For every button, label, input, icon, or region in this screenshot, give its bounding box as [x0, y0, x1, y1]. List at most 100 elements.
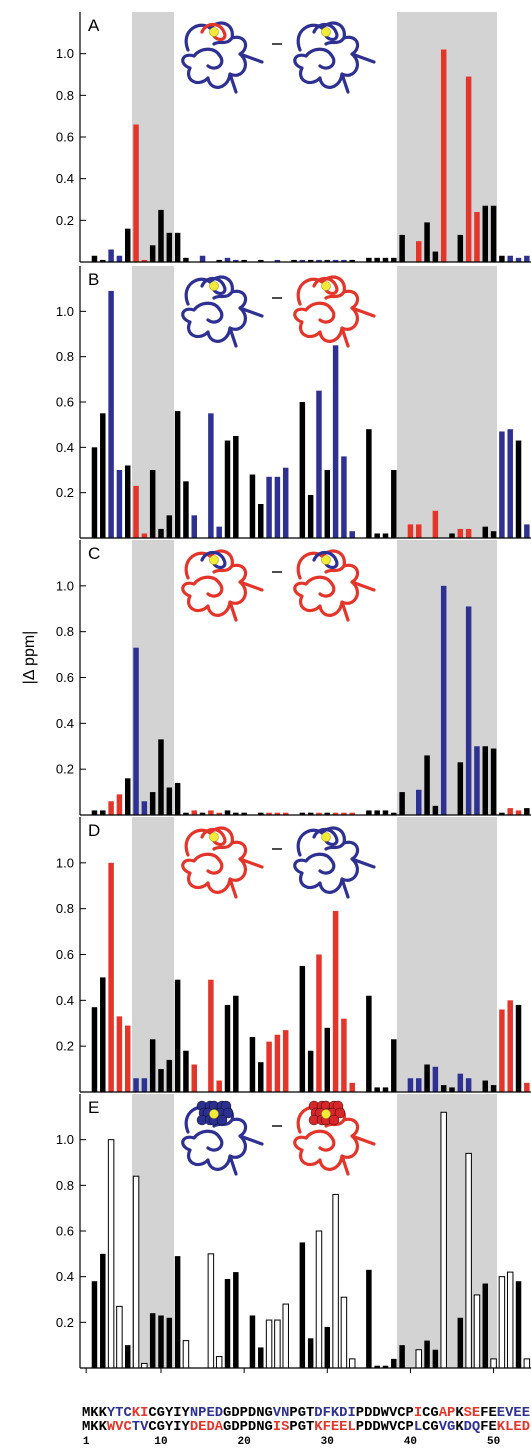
bar — [348, 1358, 356, 1369]
bar — [374, 257, 380, 262]
bar — [108, 801, 114, 815]
shaded-region — [397, 817, 497, 1092]
bar — [490, 205, 497, 262]
bar — [382, 810, 389, 815]
bar — [282, 467, 289, 538]
bar — [507, 808, 513, 815]
sequence-segment: WVC — [107, 1419, 132, 1435]
bar — [482, 205, 489, 262]
bar — [191, 515, 197, 538]
bar — [473, 1294, 481, 1369]
bar — [149, 1313, 156, 1368]
bar — [482, 1283, 489, 1368]
bar — [149, 245, 156, 262]
metal-ion — [321, 555, 331, 565]
bar — [141, 1078, 148, 1092]
bar — [183, 481, 189, 538]
metal-ion — [321, 832, 331, 842]
bar — [424, 1064, 430, 1092]
bar — [249, 1315, 256, 1368]
bar — [399, 792, 405, 815]
bar — [174, 411, 181, 538]
bar — [307, 1050, 314, 1092]
bar — [366, 810, 372, 815]
bar — [432, 1349, 439, 1368]
bar — [233, 436, 239, 538]
bar — [524, 524, 530, 538]
x-tick-label: 40 — [404, 1436, 417, 1448]
bar — [133, 1078, 139, 1092]
bar — [332, 345, 339, 538]
bar — [141, 801, 148, 815]
bar — [266, 812, 272, 815]
bar — [299, 402, 306, 538]
bar — [100, 413, 106, 538]
bar — [174, 782, 181, 815]
bar — [349, 812, 355, 815]
bar — [465, 1078, 472, 1092]
bar — [307, 1338, 314, 1368]
bar — [424, 755, 430, 815]
ribbon — [181, 549, 264, 622]
y-tick-label: 0.6 — [56, 947, 74, 962]
bar — [183, 1050, 189, 1092]
bar — [241, 812, 247, 815]
bar — [506, 1271, 514, 1369]
bar — [124, 1345, 131, 1368]
bar — [207, 1253, 215, 1369]
bar — [199, 812, 206, 815]
sequence-segment: YTC — [107, 1405, 132, 1421]
bar — [457, 762, 464, 815]
structures — [181, 21, 376, 1176]
bar — [440, 585, 447, 815]
bar — [166, 232, 173, 262]
sequence-segment: KI — [132, 1405, 149, 1421]
bar — [282, 1030, 289, 1092]
bar — [100, 1253, 106, 1368]
bar — [515, 1004, 522, 1092]
structure — [181, 826, 264, 899]
y-tick-label: 0.8 — [56, 349, 74, 364]
bar — [415, 1349, 422, 1369]
bar — [515, 810, 522, 815]
bar — [132, 1175, 140, 1369]
x-tick-label: 50 — [487, 1436, 500, 1448]
bar — [216, 259, 222, 262]
bar — [482, 746, 489, 815]
bar — [449, 1087, 455, 1092]
panel: 0.2 0.4 0.6 0.8 1.0 A — [56, 12, 531, 263]
bar — [341, 812, 347, 815]
bar — [133, 124, 139, 262]
ribbon — [293, 21, 376, 94]
sequence-segment: PDDWVCP — [356, 1419, 414, 1435]
bar — [366, 1269, 372, 1368]
bar — [116, 1016, 123, 1092]
bar — [490, 1085, 497, 1092]
bar — [265, 1319, 273, 1369]
sequence-segment: CGYIY — [148, 1419, 190, 1435]
bar — [274, 812, 281, 815]
y-tick-label: 0.4 — [56, 1269, 74, 1284]
bar — [316, 259, 322, 262]
sequence-segment: PDDWVCP — [356, 1405, 414, 1421]
panel-label: A — [88, 16, 100, 35]
bar — [341, 456, 347, 538]
bar — [440, 49, 447, 262]
atom — [216, 1114, 228, 1126]
bar — [457, 234, 464, 262]
bar — [166, 1059, 173, 1092]
bar — [91, 447, 98, 538]
sequence-segment: SE — [464, 1405, 481, 1421]
bar — [416, 789, 422, 815]
bar — [316, 812, 322, 815]
x-tick-label: 20 — [238, 1436, 251, 1448]
bar — [258, 1347, 264, 1368]
bar — [107, 1139, 115, 1369]
bar — [382, 257, 389, 262]
atom — [328, 1114, 340, 1126]
bar — [490, 531, 497, 538]
bar — [166, 1317, 173, 1368]
ribbon — [181, 826, 264, 899]
bar — [482, 526, 489, 538]
